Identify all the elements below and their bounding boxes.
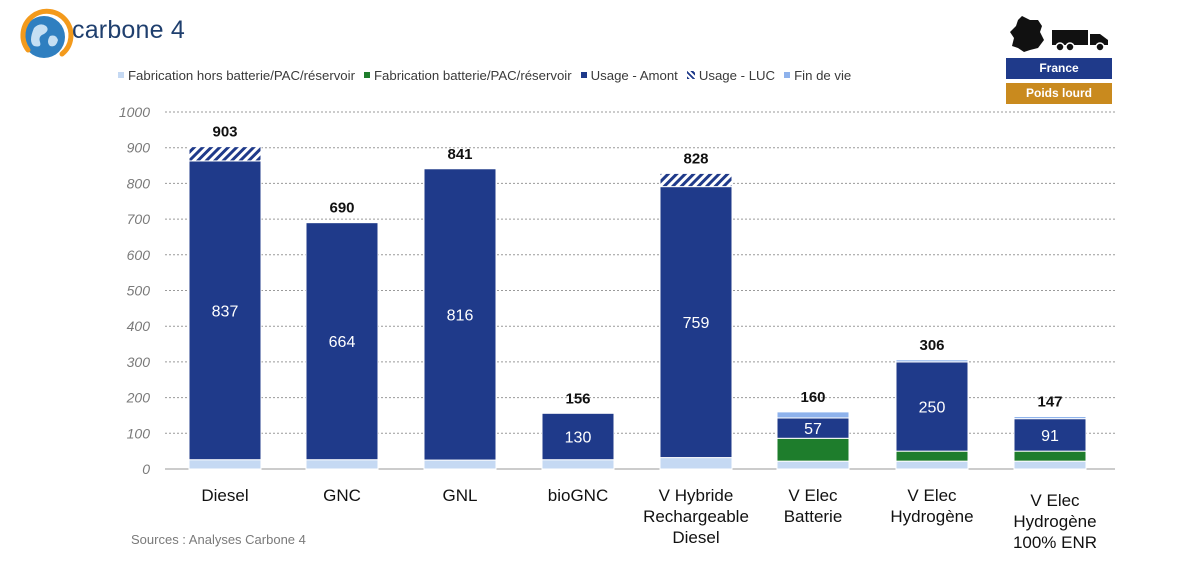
bar-segment xyxy=(776,411,850,419)
bar-value-label: 91 xyxy=(1041,428,1059,445)
legend-swatch xyxy=(580,72,587,78)
bar-segment xyxy=(305,222,379,461)
x-category-label: V Hybride xyxy=(659,486,734,505)
bar-value-label: 664 xyxy=(329,334,356,351)
legend-label: Fabrication hors batterie/PAC/réservoir xyxy=(128,67,355,83)
y-tick-label: 300 xyxy=(127,354,151,370)
y-tick-label: 500 xyxy=(127,283,151,299)
bar-segment xyxy=(541,412,615,461)
legend-swatch xyxy=(686,71,695,79)
bar-segment xyxy=(776,437,850,462)
bar-total-label: 160 xyxy=(800,389,825,406)
france-map-icon xyxy=(1010,16,1044,52)
legend-item: Fin de vie xyxy=(784,68,851,83)
x-category-label: Diesel xyxy=(672,528,719,547)
legend-label: Usage - LUC xyxy=(698,67,776,83)
x-category-label: GNC xyxy=(323,486,361,505)
legend-label: Usage - Amont xyxy=(590,67,678,83)
bar-segment xyxy=(659,457,733,470)
y-tick-label: 600 xyxy=(127,247,151,263)
y-tick-label: 400 xyxy=(127,318,151,334)
chart-legend: Fabrication hors batterie/PAC/réservoir F… xyxy=(118,66,860,84)
x-category-label: 100% ENR xyxy=(1013,533,1097,552)
bar-segment xyxy=(895,359,969,363)
y-tick-label: 0 xyxy=(142,461,150,477)
truck-icon xyxy=(1052,30,1108,52)
bar-segment xyxy=(659,172,733,188)
context-badge: France Poids lourd xyxy=(1006,10,1112,105)
bar-total-label: 841 xyxy=(447,146,472,163)
legend-swatch xyxy=(784,72,791,78)
bar-total-label: 690 xyxy=(329,200,354,217)
bar-segment xyxy=(895,361,969,452)
bar-segment xyxy=(188,160,262,461)
bar-segment xyxy=(1013,450,1087,462)
bar-segment xyxy=(1013,460,1087,470)
bar-value-label: 130 xyxy=(565,430,592,447)
x-category-label: V Elec xyxy=(907,486,957,505)
legend-swatch xyxy=(118,72,124,78)
sources-note: Sources : Analyses Carbone 4 xyxy=(131,532,306,547)
bar-segment xyxy=(659,186,733,459)
y-tick-label: 700 xyxy=(127,211,151,227)
carbone4-logo xyxy=(20,8,74,58)
x-category-label: Hydrogène xyxy=(1013,512,1096,531)
legend-label: Fin de vie xyxy=(794,67,852,83)
bar-value-label: 816 xyxy=(447,307,474,324)
bar-segment xyxy=(1013,416,1087,420)
y-tick-label: 1000 xyxy=(119,104,150,120)
bar-total-label: 147 xyxy=(1037,394,1062,411)
x-category-label: Batterie xyxy=(784,507,843,526)
bar-segment xyxy=(895,450,969,462)
x-category-label: V Elec xyxy=(788,486,838,505)
bar-segment xyxy=(423,168,497,461)
bar-value-label: 759 xyxy=(683,315,710,332)
vehicle-badge: Poids lourd xyxy=(1006,83,1112,104)
legend-swatch xyxy=(363,72,370,78)
bar-segment xyxy=(423,459,497,470)
bar-value-label: 250 xyxy=(919,400,946,417)
brand-name: carbone 4 xyxy=(72,16,185,44)
country-badge: France xyxy=(1006,58,1112,79)
bar-value-label: 57 xyxy=(804,421,822,438)
bar-segment xyxy=(895,460,969,470)
bar-segment xyxy=(1013,418,1087,452)
y-tick-label: 800 xyxy=(127,175,151,191)
bar-segment xyxy=(305,459,379,470)
x-category-label: bioGNC xyxy=(548,486,608,505)
x-category-label: V Elec xyxy=(1030,491,1080,510)
bar-segment xyxy=(541,459,615,470)
x-category-label: Rechargeable xyxy=(643,507,749,526)
x-category-label: Diesel xyxy=(201,486,248,505)
bar-total-label: 828 xyxy=(683,150,708,167)
legend-label: Fabrication batterie/PAC/réservoir xyxy=(373,67,572,83)
bar-segment xyxy=(188,459,262,470)
bar-segment xyxy=(776,460,850,470)
bar-value-label: 837 xyxy=(212,303,239,320)
x-category-label: GNL xyxy=(443,486,478,505)
legend-item: Fabrication batterie/PAC/réservoir xyxy=(363,67,572,83)
y-tick-label: 200 xyxy=(126,390,151,406)
bar-segment xyxy=(188,146,262,162)
y-tick-label: 100 xyxy=(127,425,151,441)
legend-item: Usage - Amont xyxy=(580,67,678,83)
y-tick-label: 900 xyxy=(127,140,151,156)
bar-total-label: 903 xyxy=(212,124,237,141)
legend-item: Usage - LUC xyxy=(686,67,776,83)
bar-total-label: 156 xyxy=(565,390,590,407)
legend-item: Fabrication hors batterie/PAC/réservoir xyxy=(118,68,355,83)
bar-total-label: 306 xyxy=(919,337,944,354)
x-category-label: Hydrogène xyxy=(890,507,973,526)
